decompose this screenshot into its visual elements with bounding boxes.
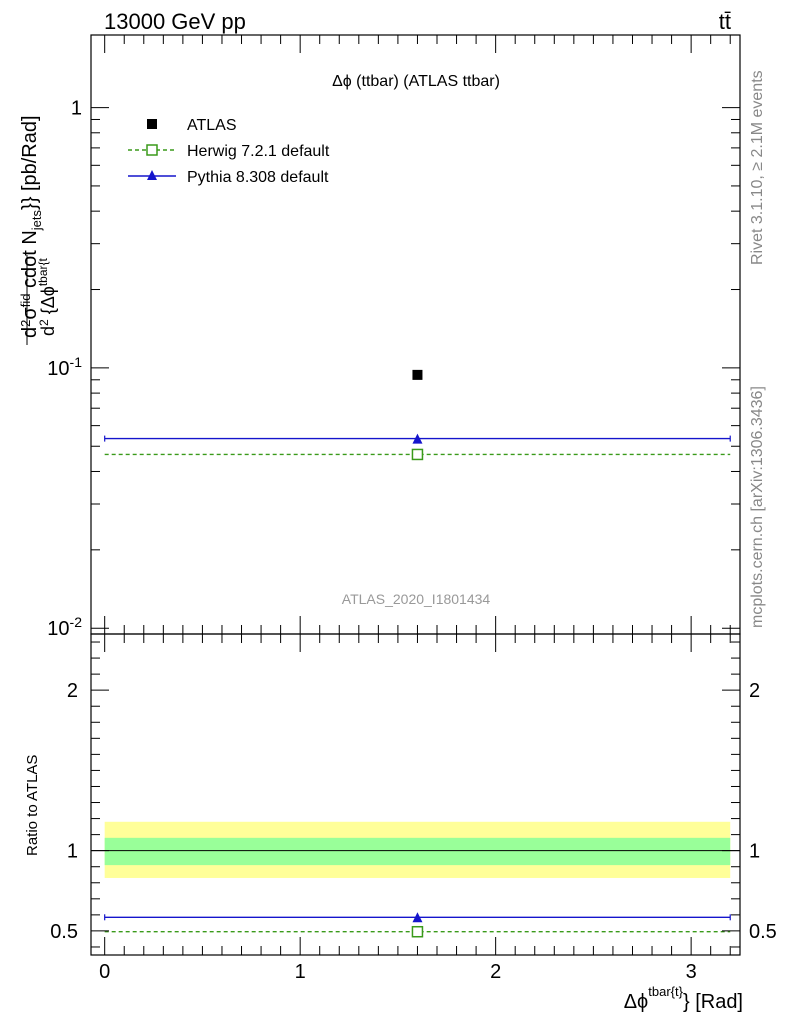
x-axis-label: Δϕtbar{t}} [Rad]: [624, 984, 743, 1013]
ratio-band-inner: [104, 837, 731, 866]
ratio-y-axis-label: Ratio to ATLAS: [24, 755, 41, 856]
main-y-tick-label: 1: [71, 98, 82, 120]
ratio-y-tick-label-right: 1: [749, 841, 760, 863]
ratio-panel: 0.5 0.5 1 1 2 2 0 1 2 3 Ratio to ATLAS Δϕtbar{t}}…: [24, 633, 777, 1013]
rivet-version-label: Rivet 3.1.10, ≥ 2.1M events: [749, 70, 766, 265]
ratio-y-tick-label: 2: [67, 680, 78, 702]
plot-title: Δϕ (ttbar) (ATLAS ttbar): [332, 73, 500, 90]
ratio-pythia-point: [412, 912, 423, 923]
legend-herwig-label: Herwig 7.2.1 default: [187, 143, 330, 160]
legend-item-herwig: Herwig 7.2.1 default: [128, 143, 330, 160]
x-tick-label: 2: [490, 961, 501, 983]
atlas-data-point: [412, 369, 423, 380]
header-process-label: tt̄: [719, 9, 731, 34]
main-y-axis-label-denominator: d2 {Δϕtbar{t: [36, 257, 58, 336]
main-y-axis-label: d2σfid cdot Njets}} [pb/Rad] d2 {Δϕtbar{…: [18, 115, 58, 345]
ratio-herwig-point: [411, 925, 424, 938]
main-y-axis-label-text: d2σfid cdot Njets}} [pb/Rad]: [18, 115, 44, 338]
x-tick-label: 1: [295, 961, 306, 983]
main-axis-ticks: 10-2 10-1 1: [47, 35, 740, 640]
legend-herwig-marker: [146, 144, 158, 156]
legend-pythia-marker: [147, 170, 157, 180]
legend: ATLAS Herwig 7.2.1 default Pythia 8.308 …: [128, 117, 330, 186]
herwig-data-point: [411, 448, 424, 461]
analysis-watermark: ATLAS_2020_I1801434: [342, 591, 491, 607]
legend-atlas-marker: [147, 119, 157, 129]
x-tick-label: 3: [686, 961, 697, 983]
ratio-y-tick-label: 1: [67, 841, 78, 863]
header-energy-label: 13000 GeV pp: [104, 9, 246, 34]
legend-pythia-label: Pythia 8.308 default: [187, 169, 329, 186]
ratio-data-marks: [91, 821, 740, 938]
legend-item-pythia: Pythia 8.308 default: [128, 169, 329, 186]
x-tick-label: 0: [99, 961, 110, 983]
main-y-tick-label: 10-2: [47, 614, 82, 640]
ratio-axis-ticks: 0.5 0.5 1 1 2 2 0 1 2 3: [50, 634, 777, 983]
main-panel: 10-2 10-1 1 Δϕ (ttbar) (ATLAS ttbar) ATLAS…: [18, 34, 741, 640]
ratio-plot-frame: [90, 633, 741, 956]
main-y-tick-label: 10-1: [47, 354, 82, 380]
ratio-y-tick-label: 0.5: [50, 921, 78, 943]
legend-item-atlas: ATLAS: [147, 117, 237, 134]
legend-atlas-label: ATLAS: [187, 117, 237, 134]
ratio-y-tick-label-right: 0.5: [749, 921, 777, 943]
source-reference-label: mcplots.cern.ch [arXiv:1306.3436]: [749, 386, 766, 628]
main-data-marks: [104, 369, 731, 461]
ratio-y-tick-label-right: 2: [749, 680, 760, 702]
pythia-data-point: [412, 433, 423, 444]
